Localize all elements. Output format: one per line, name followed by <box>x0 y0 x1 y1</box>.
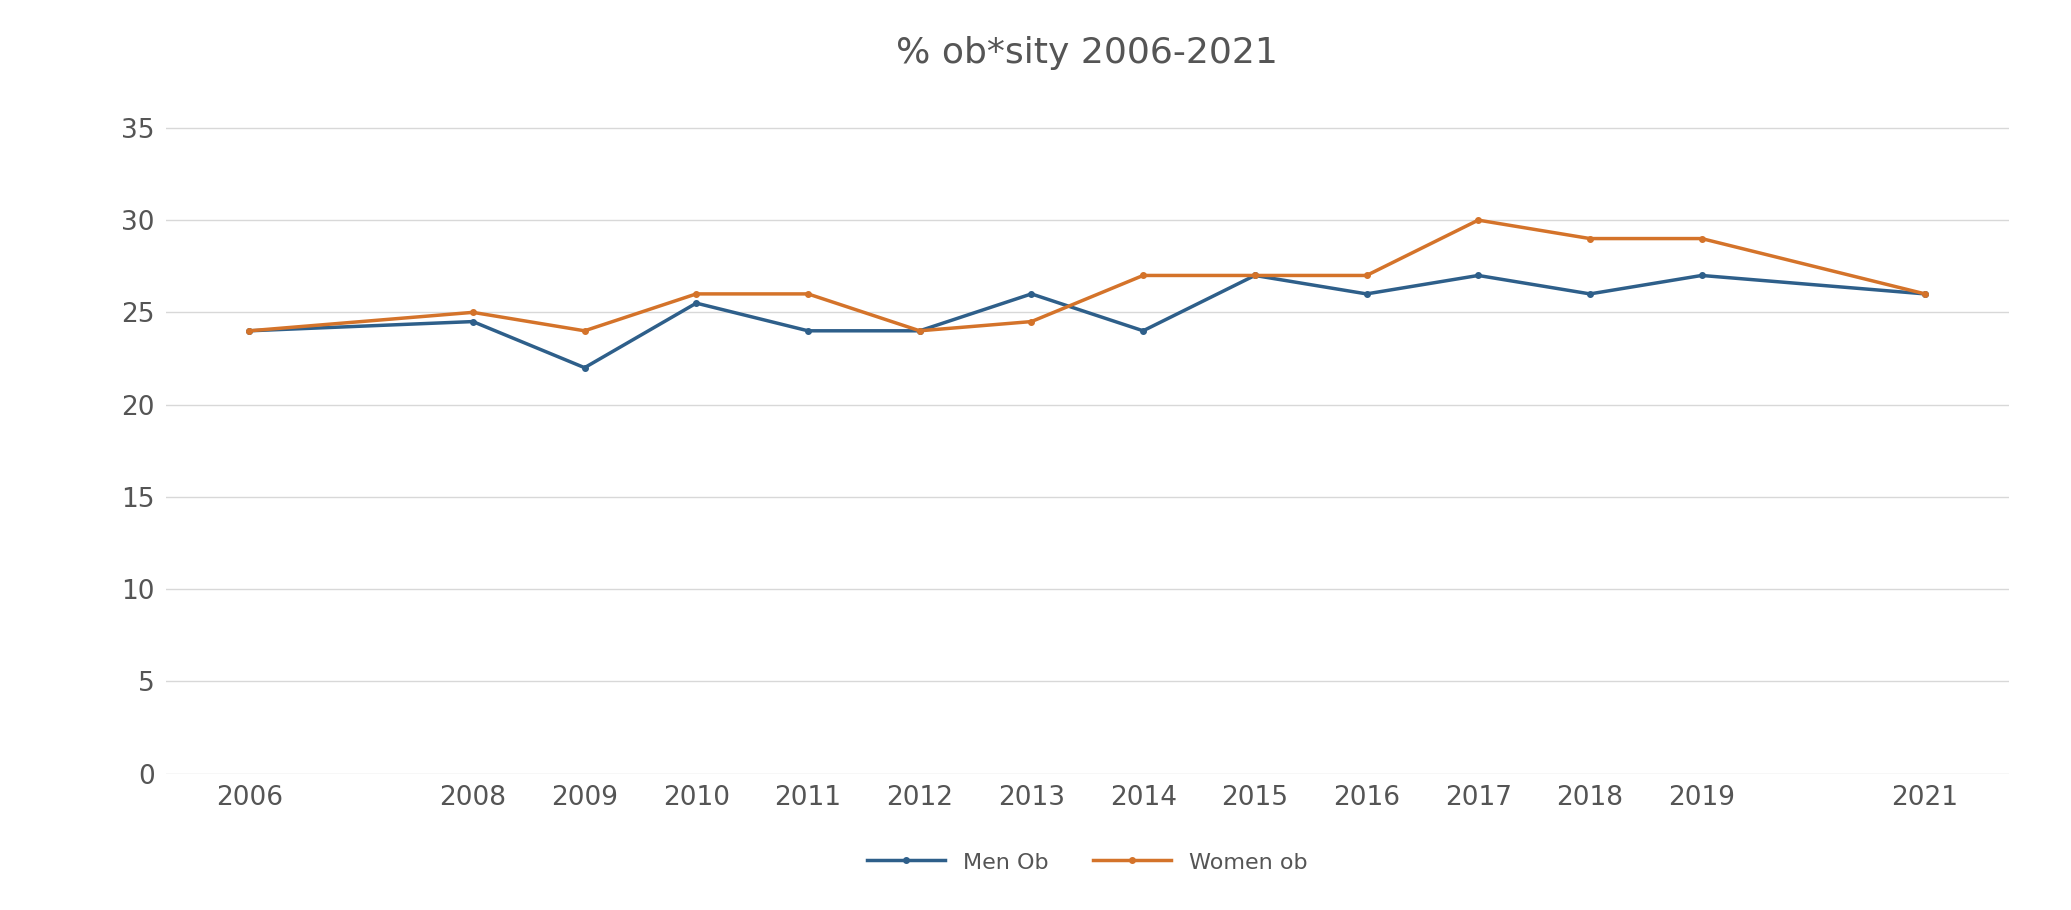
Men Ob <box>1914 288 1938 299</box>
Women ob <box>1354 270 1379 281</box>
Men Ob <box>572 362 596 373</box>
Women ob <box>460 307 485 318</box>
Men Ob <box>683 298 708 308</box>
Men Ob <box>460 316 485 327</box>
Women ob <box>1578 233 1603 244</box>
Men Ob <box>1131 326 1156 337</box>
Women ob <box>1019 316 1044 327</box>
Men Ob <box>1243 270 1267 281</box>
Title: % ob*sity 2006-2021: % ob*sity 2006-2021 <box>897 36 1278 70</box>
Women ob <box>1243 270 1267 281</box>
Men Ob <box>1578 288 1603 299</box>
Men Ob <box>1690 270 1715 281</box>
Men Ob <box>1354 288 1379 299</box>
Men Ob <box>236 326 261 337</box>
Women ob <box>907 326 932 337</box>
Men Ob <box>1019 288 1044 299</box>
Women ob <box>795 288 820 299</box>
Women ob <box>236 326 261 337</box>
Women ob <box>1914 288 1938 299</box>
Women ob <box>572 326 596 337</box>
Line: Women ob: Women ob <box>246 217 1928 334</box>
Legend: Men Ob, Women ob: Men Ob, Women ob <box>855 839 1319 885</box>
Women ob <box>683 288 708 299</box>
Men Ob <box>907 326 932 337</box>
Women ob <box>1466 215 1491 226</box>
Line: Men Ob: Men Ob <box>246 273 1928 370</box>
Women ob <box>1690 233 1715 244</box>
Women ob <box>1131 270 1156 281</box>
Men Ob <box>1466 270 1491 281</box>
Men Ob <box>795 326 820 337</box>
